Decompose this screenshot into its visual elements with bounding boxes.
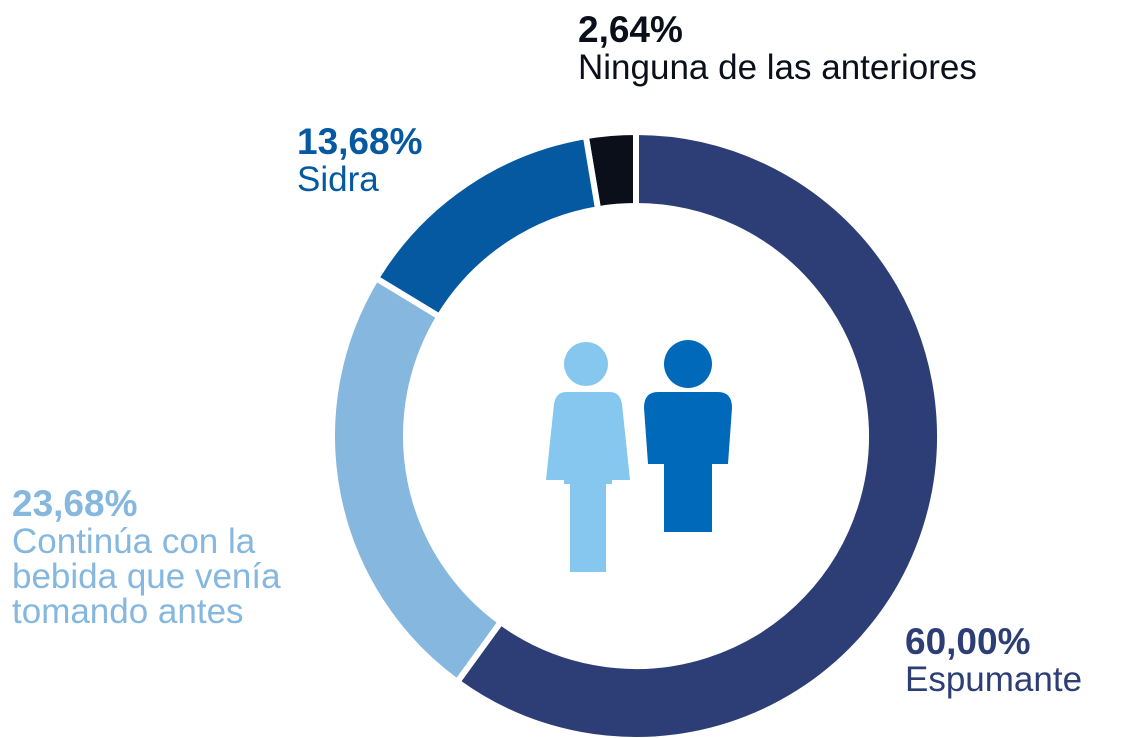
category-label: Continúa con la bebida que venía tomando…	[12, 522, 281, 631]
segment-label: 60,00% Espumante	[905, 621, 1122, 699]
segment-label: 2,64% Ninguna de las anteriores	[578, 9, 1098, 87]
value-label: 13,68%	[297, 121, 423, 162]
category-label: Sidra	[297, 160, 379, 199]
segment-label: 23,68% Continúa con la bebida que venía t…	[12, 483, 332, 631]
category-label: Espumante	[905, 660, 1083, 699]
donut-segment	[371, 132, 602, 321]
value-label: 60,00%	[905, 621, 1031, 662]
donut-segment	[329, 274, 505, 687]
value-label: 2,64%	[578, 9, 683, 50]
value-label: 23,68%	[12, 483, 138, 524]
category-label: Ninguna de las anteriores	[578, 48, 977, 87]
segment-label: 13,68% Sidra	[297, 121, 597, 199]
people-icon	[546, 340, 732, 572]
donut-segment	[453, 128, 943, 738]
